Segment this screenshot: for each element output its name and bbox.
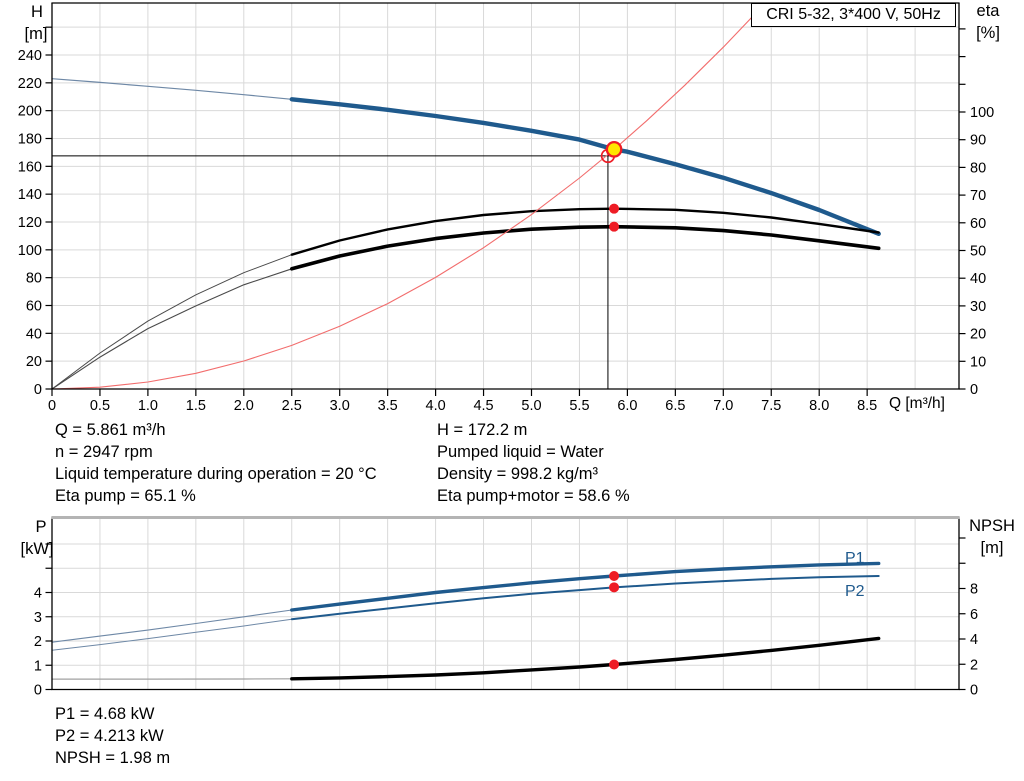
tick-label: 8.0	[809, 398, 829, 414]
tick-label: 160	[18, 159, 42, 175]
tick-label: 1.5	[186, 398, 206, 414]
tick-label: 4.5	[473, 398, 493, 414]
tick-label: 1.0	[138, 398, 158, 414]
tick-label: 10	[970, 354, 986, 370]
tick-label: 5.0	[521, 398, 541, 414]
liquid-temp-text: Liquid temperature during operation = 20…	[55, 465, 377, 483]
tick-label: 30	[970, 299, 986, 315]
tick-label: 2	[34, 634, 42, 650]
tick-label: 0	[34, 683, 42, 699]
tick-label: 3.0	[330, 398, 350, 414]
eta-axis-unit: [%]	[976, 24, 1000, 42]
eta-pump-curve	[51, 254, 293, 390]
p1-duty-dot	[609, 571, 620, 582]
hq-curve	[289, 97, 881, 236]
p2-duty-dot	[609, 582, 620, 593]
hq-curve	[51, 78, 293, 100]
tick-label: 60	[26, 299, 42, 315]
speed-value-text: n = 2947 rpm	[55, 443, 153, 461]
pumped-liquid-text: Pumped liquid = Water	[437, 443, 604, 461]
p1-curve-label: P1	[845, 550, 865, 567]
tick-label: 40	[970, 271, 986, 287]
pump-title: CRI 5-32, 3*400 V, 50Hz	[766, 6, 941, 23]
tick-label: 4	[970, 632, 978, 648]
tick-label: 4.0	[426, 398, 446, 414]
eta-pump-duty-dot	[609, 203, 620, 214]
tick-label: 0	[48, 398, 56, 414]
tick-label: 20	[970, 327, 986, 343]
system-curve	[51, 4, 765, 390]
tick-label: 5.5	[569, 398, 589, 414]
tick-label: 7.5	[761, 398, 781, 414]
eta-pump-motor-curve	[51, 268, 293, 390]
p-axis-title: P	[35, 518, 47, 536]
tick-label: 40	[26, 326, 42, 342]
tick-label: 0	[970, 683, 978, 699]
tick-label: 6	[970, 607, 978, 623]
npsh-axis-unit: [m]	[980, 539, 1004, 557]
tick-label: 7.0	[713, 398, 733, 414]
density-text: Density = 998.2 kg/m³	[437, 465, 598, 483]
tick-label: 240	[18, 48, 42, 64]
tick-label: 100	[970, 105, 994, 121]
tick-label: 0	[34, 382, 42, 398]
flow-value-text: Q = 5.861 m³/h	[55, 421, 166, 439]
npsh-axis-title: NPSH	[969, 517, 1015, 535]
tick-label: 2.5	[282, 398, 302, 414]
p2-value-text: P2 = 4.213 kW	[55, 727, 164, 745]
tick-label: 6.0	[617, 398, 637, 414]
eta-pump-motor-duty-dot	[609, 221, 620, 232]
p1-value-text: P1 = 4.68 kW	[55, 705, 155, 723]
tick-label: 0	[970, 382, 978, 398]
tick-label: 8.5	[857, 398, 877, 414]
tick-label: 4	[34, 586, 42, 602]
tick-label: 20	[26, 354, 42, 370]
tick-label: 200	[18, 104, 42, 120]
tick-label: 80	[970, 160, 986, 176]
eta-pump-curve	[290, 207, 880, 256]
duty-point	[605, 141, 623, 158]
npsh-curve	[290, 636, 881, 681]
p2-curve-label: P2	[845, 583, 865, 600]
eta-pump-motor-curve	[290, 224, 881, 271]
tick-label: 70	[970, 188, 986, 204]
tick-label: 220	[18, 76, 42, 92]
h-axis-unit: [m]	[24, 25, 48, 43]
head-value-text: H = 172.2 m	[437, 421, 528, 439]
tick-label: 100	[18, 243, 42, 259]
tick-label: 2	[970, 657, 978, 673]
p2-curve	[290, 575, 880, 621]
tick-label: 2.0	[234, 398, 254, 414]
tick-label: 0.5	[90, 398, 110, 414]
tick-label: 60	[970, 216, 986, 232]
npsh-duty-dot	[609, 659, 620, 670]
chart-title-box: CRI 5-32, 3*400 V, 50Hz	[751, 3, 956, 27]
tick-label: 1	[34, 658, 42, 674]
tick-label: 3	[34, 610, 42, 626]
eta-pump-text: Eta pump = 65.1 %	[55, 487, 196, 505]
p-axis-unit: [kW]	[20, 540, 54, 558]
tick-label: 8	[970, 582, 978, 598]
eta-pump-motor-text: Eta pump+motor = 58.6 %	[437, 487, 630, 505]
x-axis-unit-label: Q [m³/h]	[889, 395, 945, 412]
eta-axis-title: eta	[976, 2, 1000, 20]
p2-curve	[51, 618, 293, 651]
h-axis-title: H	[31, 3, 43, 21]
tick-label: 90	[970, 133, 986, 149]
tick-label: 3.5	[378, 398, 398, 414]
p1-curve	[51, 609, 293, 643]
tick-label: 180	[18, 132, 42, 148]
tick-label: 140	[18, 187, 42, 203]
tick-label: 120	[18, 215, 42, 231]
npsh-value-text: NPSH = 1.98 m	[55, 749, 171, 767]
tick-label: 80	[26, 271, 42, 287]
p1-curve	[290, 561, 881, 612]
tick-label: 50	[970, 244, 986, 260]
tick-label: 6.5	[665, 398, 685, 414]
